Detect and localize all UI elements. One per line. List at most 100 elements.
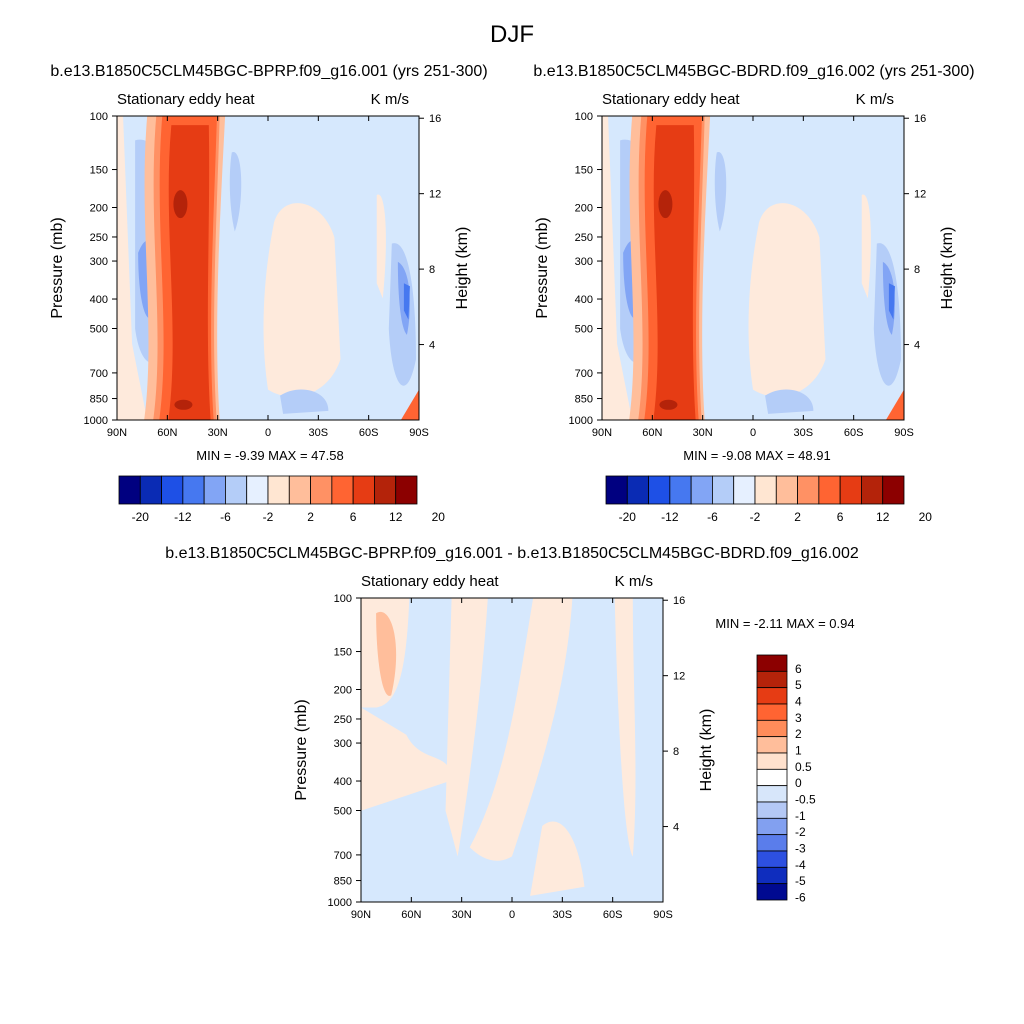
negative-region [403, 283, 410, 320]
y-tick-label: 1000 [569, 415, 593, 427]
figure-title: DJF [490, 21, 534, 48]
colorbar-label: 1 [795, 744, 802, 758]
contour-fill [117, 116, 419, 420]
colorbar-box [605, 475, 628, 505]
colorbar-label: -5 [795, 874, 806, 888]
colorbar-box [203, 475, 226, 505]
colorbar-label: -4 [795, 858, 806, 872]
colorbar-box [775, 475, 798, 505]
colorbar-box [756, 719, 788, 738]
colorbar-box [733, 475, 756, 505]
colorbar-label: -20 [132, 510, 150, 524]
y-tick-label: 500 [334, 805, 352, 817]
colorbar-label: 0 [795, 776, 802, 790]
y2-tick-label: 12 [914, 189, 926, 201]
colorbar-box [756, 883, 788, 901]
y-tick-label: 150 [334, 647, 352, 659]
x-tick-label: 30N [452, 909, 472, 921]
y2-tick-label: 16 [429, 113, 441, 125]
colorbar-label: 12 [876, 510, 890, 524]
colorbar-label: 6 [837, 510, 844, 524]
colorbar-label: 6 [795, 662, 802, 676]
colorbar-box [288, 475, 311, 505]
left-label: Stationary eddy heat [117, 91, 255, 108]
x-tick-label: 90S [653, 909, 673, 921]
positive-region [602, 116, 633, 420]
colorbar-label: 4 [795, 695, 802, 709]
jet-region [653, 125, 696, 420]
colorbar-box [352, 475, 375, 505]
colorbar-label: -6 [795, 891, 806, 905]
colorbar-box [267, 475, 290, 505]
colorbar-label: 3 [795, 711, 802, 725]
jet-core [658, 190, 673, 219]
min-max-stats: MIN = -9.08 MAX = 48.91 [683, 448, 830, 463]
y2-tick-label: 8 [429, 264, 435, 276]
colorbar-label: 5 [795, 678, 802, 692]
y-tick-label: 100 [575, 111, 593, 123]
x-tick-label: 0 [750, 427, 756, 439]
jet-core [173, 190, 188, 219]
y-tick-label: 100 [90, 111, 108, 123]
x-tick-label: 90S [894, 427, 914, 439]
y-tick-label: 200 [334, 685, 352, 697]
y2-tick-label: 8 [914, 264, 920, 276]
x-tick-label: 0 [265, 427, 271, 439]
left-label: Stationary eddy heat [361, 573, 499, 590]
colorbar-box [756, 752, 788, 770]
positive-region [445, 598, 488, 857]
y-tick-label: 400 [90, 294, 108, 306]
positive-region [530, 821, 585, 896]
positive-region [361, 707, 452, 811]
colorbar-label: -2 [750, 510, 761, 524]
y-tick-label: 400 [334, 776, 352, 788]
x-tick-label: 60N [401, 909, 421, 921]
y2-tick-label: 4 [673, 822, 679, 834]
x-tick-label: 60S [603, 909, 623, 921]
colorbar-box [756, 801, 788, 819]
x-tick-label: 60S [359, 427, 379, 439]
y-tick-label: 1000 [84, 415, 108, 427]
colorbar-box [331, 475, 354, 505]
x-tick-label: 60N [157, 427, 177, 439]
y-tick-label: 700 [334, 850, 352, 862]
y2-tick-label: 8 [673, 746, 679, 758]
colorbar-box [818, 475, 841, 505]
colorbar-label: -3 [795, 842, 806, 856]
colorbar-box [395, 475, 418, 505]
colorbar-box [648, 475, 671, 505]
x-tick-label: 90N [107, 427, 127, 439]
colorbar-box [756, 866, 788, 885]
y-axis-title: Pressure (mb) [49, 217, 66, 318]
positive-region [263, 203, 341, 397]
y-tick-label: 200 [575, 203, 593, 215]
x-tick-label: 0 [509, 909, 515, 921]
x-tick-label: 90N [592, 427, 612, 439]
colorbar-box [756, 687, 788, 705]
colorbar-box [756, 834, 788, 852]
positive-region [376, 194, 386, 299]
chart-panel-2: b.e13.B1850C5CLM45BGC-BDRD.f09_g16.002 (… [533, 63, 974, 524]
y-tick-label: 700 [575, 368, 593, 380]
positive-region [376, 611, 397, 696]
positive-region [885, 389, 904, 420]
colorbar-box [374, 475, 397, 505]
x-tick-label: 30S [553, 909, 573, 921]
colorbar-label: -1 [795, 809, 806, 823]
y2-axis-title: Height (km) [939, 227, 956, 310]
colorbar-box [754, 475, 777, 505]
colorbar-box [626, 475, 649, 505]
y2-tick-label: 16 [914, 113, 926, 125]
colorbar-box [756, 703, 788, 721]
positive-region [614, 598, 636, 857]
y-tick-label: 300 [575, 256, 593, 268]
colorbar-label: -6 [707, 510, 718, 524]
colorbar-box [669, 475, 692, 505]
x-tick-label: 30S [309, 427, 329, 439]
negative-region [765, 389, 814, 414]
colorbar-label: -6 [220, 510, 231, 524]
units-label: K m/s [856, 91, 894, 108]
x-tick-label: 60N [642, 427, 662, 439]
colorbar-box [310, 475, 333, 505]
y-tick-label: 400 [575, 294, 593, 306]
